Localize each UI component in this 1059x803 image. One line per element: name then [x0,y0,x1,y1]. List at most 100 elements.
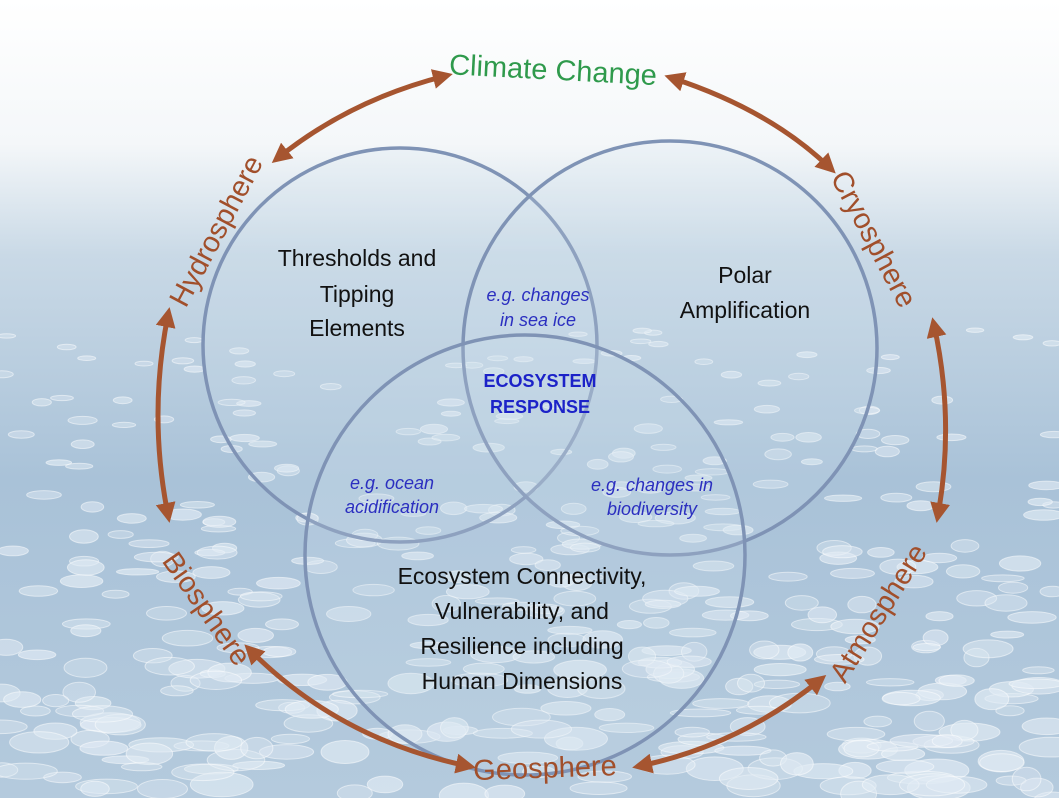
ice-floe [900,774,965,796]
ice-floe [67,560,104,575]
ice-floe [43,695,69,707]
center-label: ECOSYSTEM [483,371,596,391]
ice-floe [570,782,627,795]
ice-floe [32,399,51,406]
ice-floe [266,619,299,630]
ice-floe [78,356,96,361]
ice-floe [914,711,944,731]
ice-floe [271,734,309,743]
ice-floe [916,482,951,492]
ice-floe [876,760,933,773]
ice-floe [963,640,1013,658]
ice-floe [0,371,13,378]
ice-floe [831,568,875,578]
ice-floe [81,502,104,512]
ice-floe [184,366,205,372]
ice-floe [1029,481,1059,490]
ice-floe [980,754,1025,772]
ice-floe [367,776,403,793]
page: Climate Change Cryosphere Atmosphere Geo… [0,0,1059,798]
ice-floe [64,658,107,677]
ice-floe [913,644,941,651]
ice-floe [190,671,241,689]
ice-floe [999,582,1028,593]
circle-label: Resilience including [420,633,623,659]
ice-floe [864,716,892,727]
ice-floe [27,491,62,500]
ice-floe [135,361,153,366]
ice-floe [10,732,69,753]
ice-floe [881,493,912,502]
ice-floe [60,575,103,588]
ice-floe [0,763,57,779]
ice-floe [1043,341,1059,346]
ice-floe [8,431,34,438]
ice-floe [975,689,1009,710]
ice-floe [72,706,132,722]
ice-floe [675,727,709,737]
ice-floe [1012,767,1041,791]
ice-floe [937,434,966,441]
ice-floe [951,540,979,553]
ice-floe [875,446,899,457]
ice-floe [1024,510,1059,521]
ice-floe [129,540,169,548]
circle-label: Thresholds and [278,245,437,271]
overlap-label: e.g. changes in [591,475,713,495]
diagram: Climate Change Cryosphere Atmosphere Geo… [0,0,1059,798]
ice-floe [882,436,909,445]
ice-floe [4,692,41,708]
ice-floe [80,741,128,755]
ice-floe [781,753,814,775]
ice-floe [321,741,369,764]
ice-floe [172,764,234,781]
ice-floe [769,572,807,581]
ice-floe [147,607,187,621]
ice-floe [985,595,1027,611]
sphere-label: Geosphere [473,750,618,787]
ice-floe [0,546,28,556]
ice-floe [825,495,862,501]
ice-floe [145,657,194,675]
overlap-label: in sea ice [500,310,576,330]
ice-floe [257,577,301,589]
ice-floe [738,674,765,692]
ice-floe [1013,335,1033,340]
ice-floe [1023,667,1055,674]
ice-floe [1028,498,1052,505]
ice-floe [719,768,778,790]
ice-floe [852,446,877,452]
ice-floe [185,338,203,343]
ice-floe [186,734,242,752]
ice-floe [81,781,110,796]
ice-floe [868,548,895,558]
ice-floe [161,686,194,696]
ice-floe [1009,679,1059,689]
ice-floe [932,735,962,748]
circle-label: Amplification [680,297,810,323]
ice-floe [823,546,863,558]
ice-floe [203,516,236,527]
ice-floe [982,575,1025,582]
ice-floe [57,344,76,350]
ice-floe [18,650,56,660]
overlap-label: biodiversity [607,499,698,519]
ice-floe [108,531,133,539]
ice-floe [102,590,129,598]
ice-floe [337,785,372,798]
ice-floe [68,416,97,424]
ice-floe [241,737,273,758]
ice-floe [0,334,16,338]
ice-floe [1040,586,1059,597]
ice-floe [999,556,1040,571]
ice-floe [866,679,914,686]
ice-floe [240,592,282,601]
ice-floe [180,502,214,509]
ice-floe [112,422,135,427]
ice-floe [19,586,58,597]
ice-floe [946,565,979,578]
ice-floe [172,358,194,364]
circle-label: Tipping [320,281,395,307]
ice-floe [51,395,74,400]
circle-label: Elements [309,315,405,341]
